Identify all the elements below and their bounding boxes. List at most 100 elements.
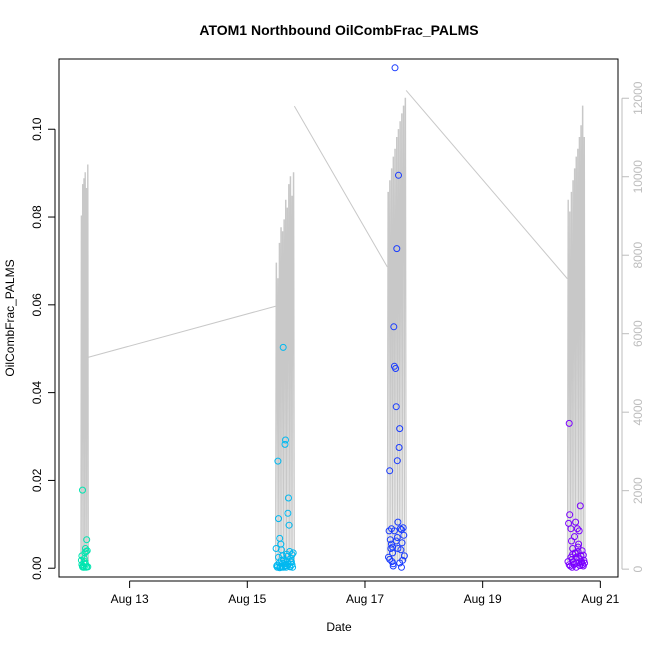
data-point-flight_3 xyxy=(391,64,399,72)
data-point-flight_2 xyxy=(279,343,287,351)
altitude-profile-flight_3 xyxy=(386,97,407,562)
data-point-flight_2 xyxy=(275,515,282,523)
data-point-flight_3 xyxy=(394,518,402,526)
y2-tick-label: 2000 xyxy=(631,477,645,504)
data-point-flight_2 xyxy=(278,563,286,571)
data-point-flight_2 xyxy=(287,557,295,565)
altitude-transit-3 xyxy=(405,90,568,280)
y-axis-label: OilCombFrac_PALMS xyxy=(3,259,17,376)
data-point-flight_2 xyxy=(283,552,291,560)
data-point-flight_2 xyxy=(285,494,292,502)
altitude-transit-2 xyxy=(293,105,388,268)
data-point-flight_3 xyxy=(400,531,408,539)
data-point-flight_1 xyxy=(81,558,89,566)
plot-frame xyxy=(58,58,619,578)
data-point-flight_4 xyxy=(565,561,573,569)
data-point-flight_3 xyxy=(389,562,397,570)
data-point-flight_3 xyxy=(386,555,394,563)
data-point-flight_3 xyxy=(385,527,393,535)
data-point-flight_2 xyxy=(274,457,282,465)
data-point-flight_4 xyxy=(579,562,587,570)
data-point-flight_1 xyxy=(83,547,91,555)
data-point-flight_2 xyxy=(282,436,289,444)
data-point-flight_4 xyxy=(575,527,583,535)
data-point-flight_2 xyxy=(289,549,297,557)
data-point-flight_3 xyxy=(392,537,400,545)
data-point-flight_3 xyxy=(393,245,401,253)
data-point-flight_2 xyxy=(277,546,285,554)
data-point-flight_3 xyxy=(387,545,395,552)
y-tick-label: 0.02 xyxy=(30,468,44,492)
data-point-flight_4 xyxy=(572,563,580,571)
data-point-flight_3 xyxy=(396,559,404,567)
x-axis: Aug 13 Aug 15 Aug 17 Aug 19 Aug 21 xyxy=(111,580,620,606)
data-point-flight_4 xyxy=(574,548,582,555)
data-point-flight_3 xyxy=(399,524,407,532)
data-point-flight_3 xyxy=(393,457,401,465)
data-point-flight_1 xyxy=(82,545,89,552)
x-tick-label: Aug 15 xyxy=(228,592,266,606)
altitude-profile-flight_4 xyxy=(566,105,586,562)
data-point-flight_2 xyxy=(275,553,282,561)
data-point-flight_4 xyxy=(571,533,578,541)
x-tick-label: Aug 21 xyxy=(581,592,619,606)
y2-tick-label: 6000 xyxy=(631,320,645,347)
data-point-flight_3 xyxy=(395,171,402,179)
data-point-flight_3 xyxy=(392,403,400,411)
data-points xyxy=(77,64,588,572)
data-point-flight_4 xyxy=(568,555,576,563)
data-point-flight_2 xyxy=(285,521,293,529)
data-point-flight_3 xyxy=(388,540,395,548)
y-tick-label: 0.10 xyxy=(30,117,44,141)
data-point-flight_3 xyxy=(393,534,401,541)
data-point-flight_4 xyxy=(576,502,584,510)
data-point-flight_1 xyxy=(83,536,91,544)
data-point-flight_4 xyxy=(578,547,586,555)
y-axis-left: 0.00 0.02 0.04 0.06 0.08 0.10 xyxy=(30,117,56,580)
data-point-flight_3 xyxy=(390,527,398,535)
data-point-flight_4 xyxy=(572,518,580,526)
x-axis-label: Date xyxy=(326,620,352,634)
y2-tick-label: 12000 xyxy=(631,81,645,115)
data-point-flight_2 xyxy=(284,509,292,517)
data-point-flight_3 xyxy=(396,525,404,533)
data-point-flight_4 xyxy=(566,511,574,519)
data-point-flight_3 xyxy=(389,543,397,551)
y2-tick-label: 4000 xyxy=(631,399,645,426)
y2-tick-label: 0 xyxy=(631,565,645,572)
y2-tick-label: 10000 xyxy=(631,160,645,194)
data-point-flight_3 xyxy=(395,444,403,451)
y-tick-label: 0.06 xyxy=(30,293,44,317)
y2-tick-label: 8000 xyxy=(631,242,645,269)
data-point-flight_3 xyxy=(398,526,405,534)
data-point-flight_2 xyxy=(288,551,296,559)
x-tick-label: Aug 13 xyxy=(111,592,149,606)
data-point-flight_3 xyxy=(396,425,404,433)
y-axis-right: 0 2000 4000 6000 8000 10000 12000 xyxy=(621,81,645,572)
data-point-flight_4 xyxy=(575,540,583,548)
data-point-flight_4 xyxy=(579,551,587,559)
altitude-transit-1 xyxy=(88,305,276,358)
data-point-flight_3 xyxy=(398,563,405,571)
x-tick-label: Aug 19 xyxy=(464,592,502,606)
data-point-flight_2 xyxy=(288,561,296,569)
data-point-flight_4 xyxy=(569,545,577,552)
data-point-flight_1 xyxy=(82,548,90,555)
x-tick-label: Aug 17 xyxy=(346,592,384,606)
data-point-flight_4 xyxy=(573,525,581,533)
data-point-flight_2 xyxy=(281,440,289,448)
data-point-flight_1 xyxy=(79,562,87,570)
data-point-flight_3 xyxy=(400,552,408,560)
chart-title: ATOM1 Northbound OilCombFrac_PALMS xyxy=(199,22,478,38)
altitude-profile-flight_1 xyxy=(80,164,89,562)
data-point-flight_4 xyxy=(565,419,573,427)
data-point-flight_3 xyxy=(389,560,397,568)
data-point-flight_3 xyxy=(390,323,398,331)
y-tick-label: 0.08 xyxy=(30,205,44,229)
y-tick-label: 0.00 xyxy=(30,556,44,580)
data-point-flight_1 xyxy=(79,486,86,494)
data-point-flight_3 xyxy=(392,365,400,372)
data-point-flight_3 xyxy=(386,467,394,475)
